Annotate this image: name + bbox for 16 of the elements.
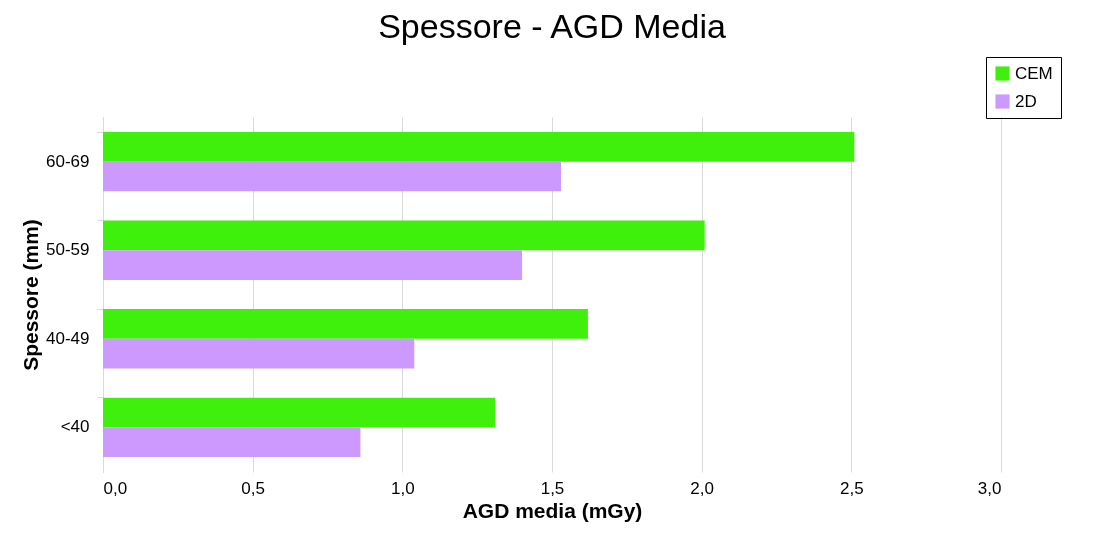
y-tick-label: 60-69	[46, 151, 90, 171]
x-tick-label: 1,5	[540, 478, 565, 498]
chart-title: Spessore - AGD Media	[378, 6, 726, 45]
y-axis-title: Spessore (mm)	[19, 219, 43, 371]
x-tick-label: 0,0	[103, 478, 128, 498]
x-tick-label: 0,5	[241, 478, 265, 498]
x-tick-label: 1,0	[391, 478, 415, 498]
x-tick-label: 2,5	[840, 478, 864, 498]
y-tick-label: 50-59	[46, 240, 90, 260]
legend-label: CEM	[1015, 63, 1053, 83]
y-tick-label: 40-49	[46, 328, 90, 348]
legend-label: 2D	[1015, 91, 1037, 111]
x-axis-title: AGD media (mGy)	[462, 498, 643, 522]
y-tick-label: <40	[60, 417, 90, 437]
x-tick-label: 2,0	[690, 478, 714, 498]
x-tick-label: 3,0	[977, 478, 1002, 498]
